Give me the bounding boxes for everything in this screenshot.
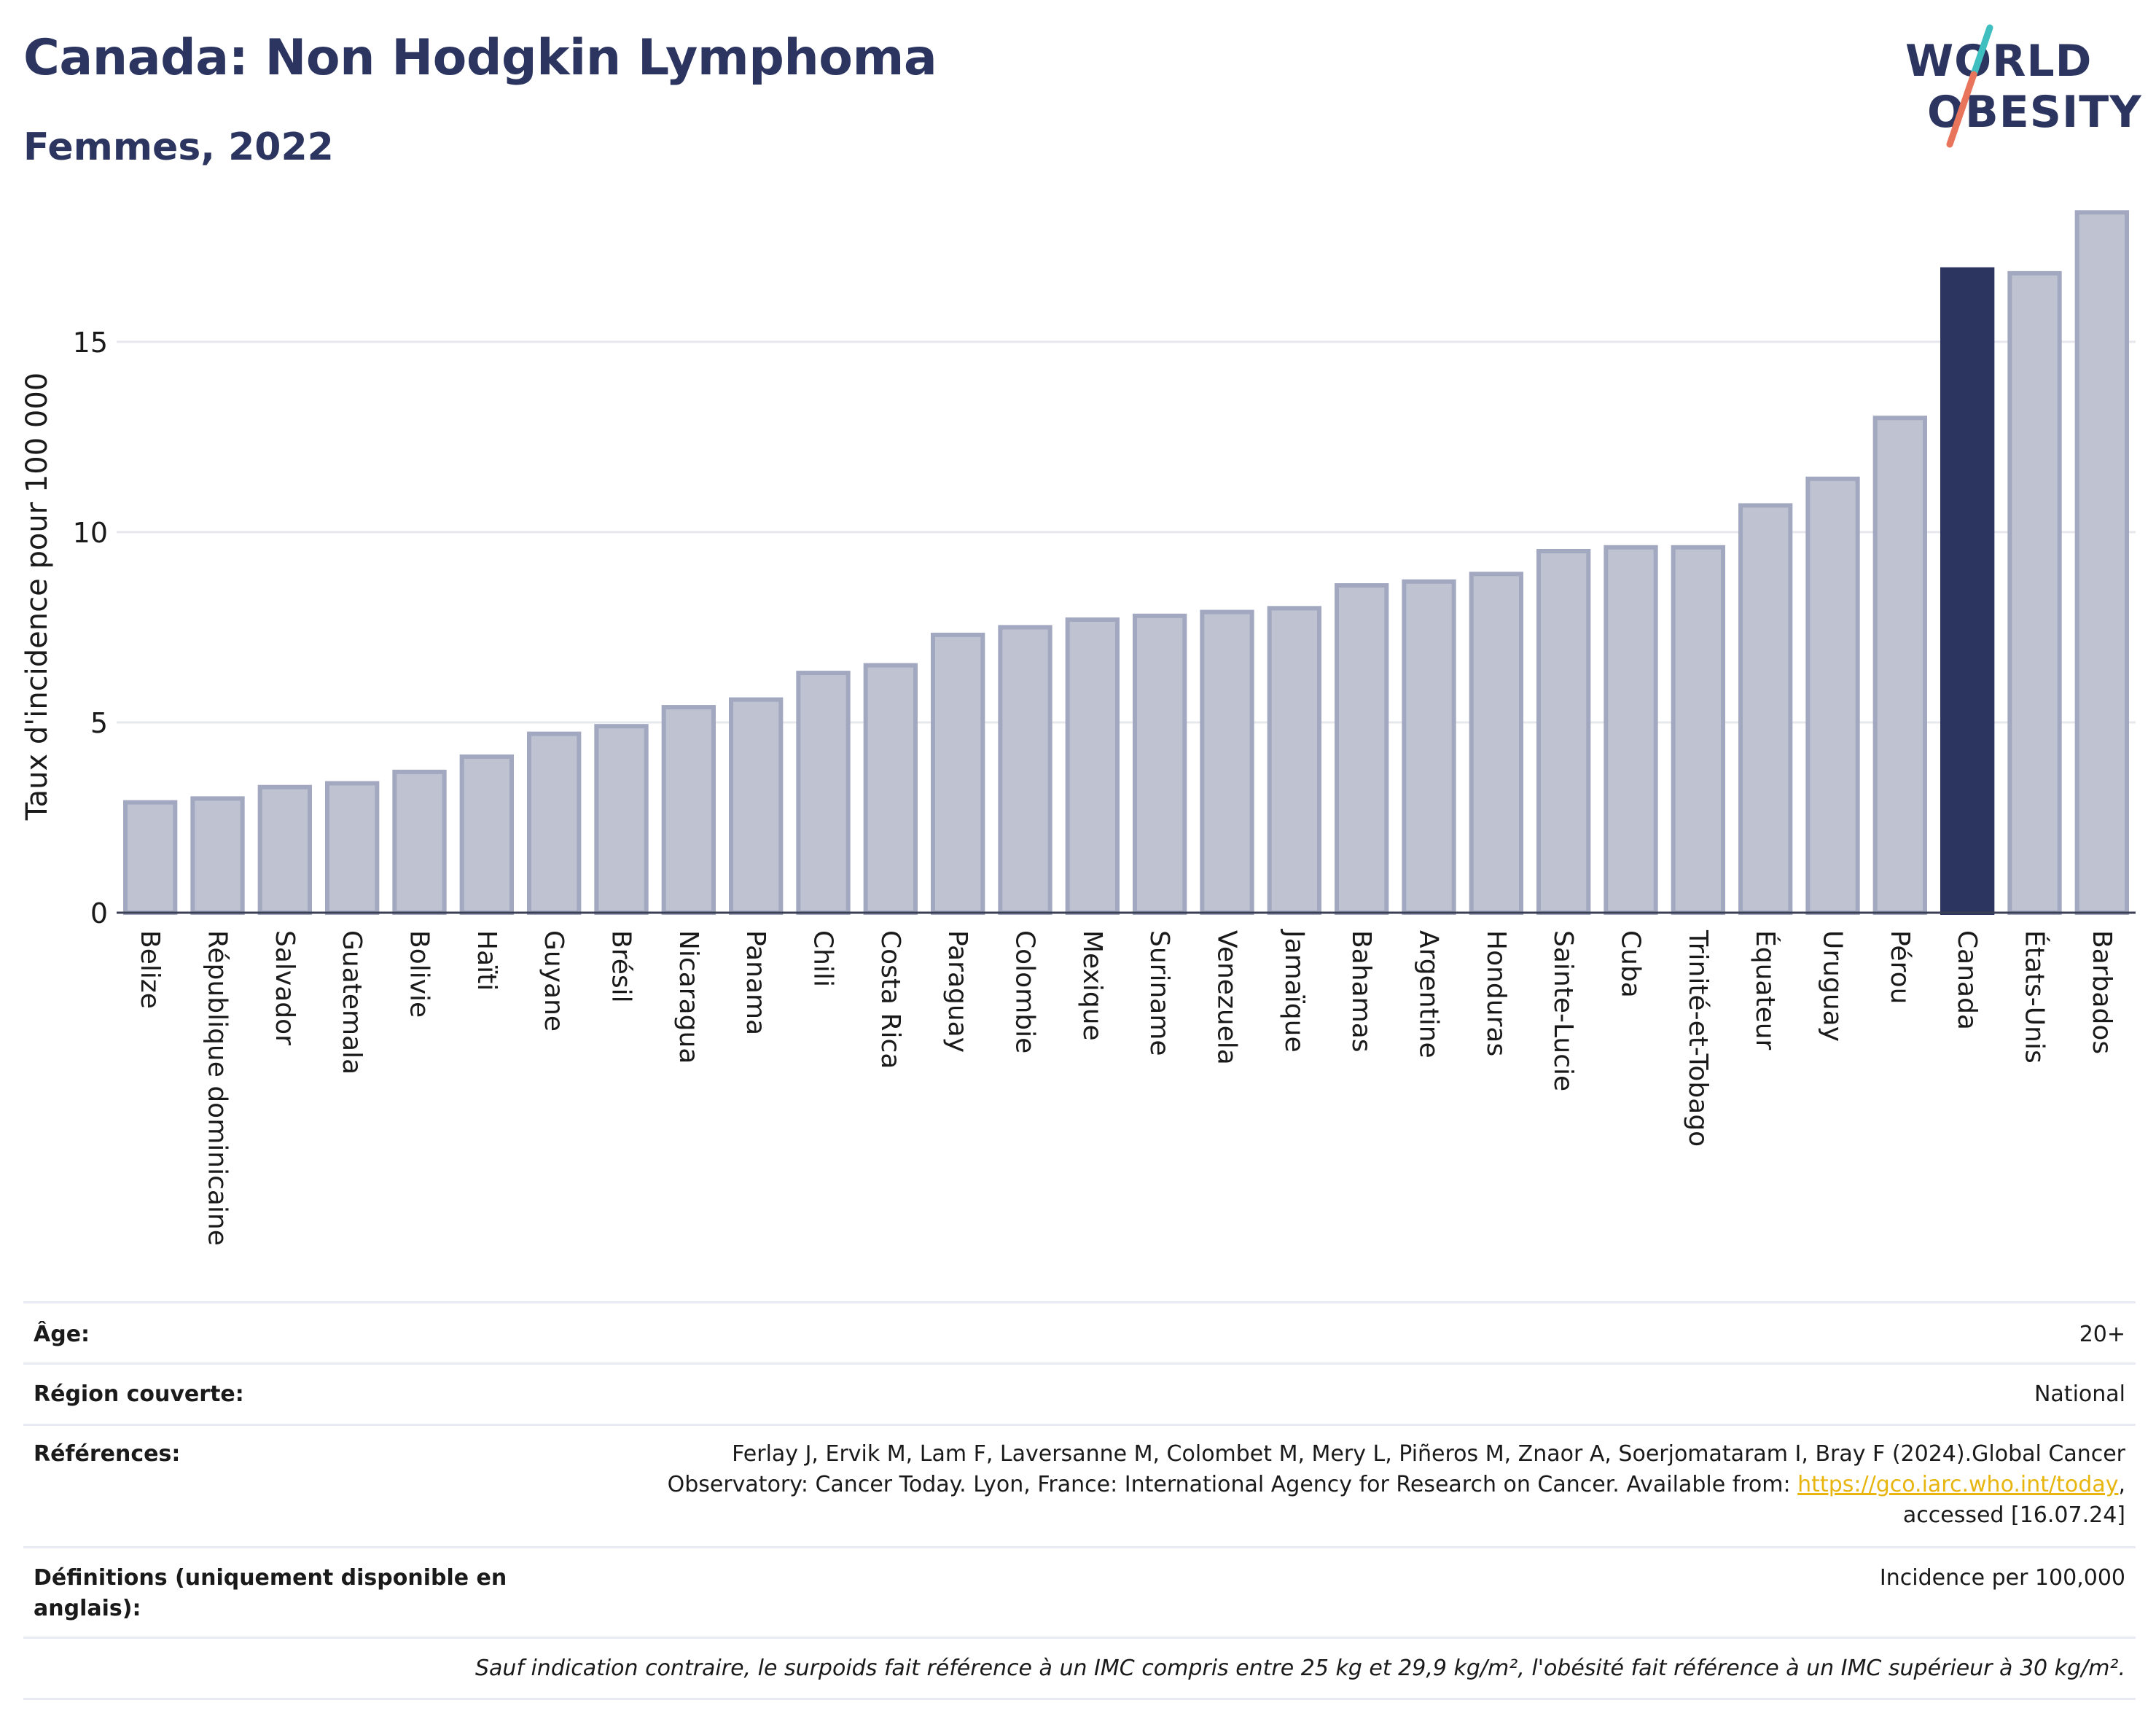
- logo-slash-icon: [1946, 24, 1993, 148]
- x-tick-label: Bahamas: [1346, 930, 1376, 1053]
- x-tick-label: Haïti: [472, 930, 501, 991]
- x-tick-label: Jamaïque: [1279, 929, 1309, 1053]
- info-row-footnote: Sauf indication contraire, le surpoids f…: [23, 1637, 2136, 1698]
- y-tick-label: 10: [73, 517, 108, 549]
- bar: [1335, 582, 1389, 916]
- bar-highlight: [1940, 267, 1995, 916]
- references-link[interactable]: https://gco.iarc.who.int/today: [1797, 1472, 2119, 1497]
- region-value: National: [2034, 1381, 2125, 1407]
- bar: [1133, 613, 1187, 915]
- bar: [1267, 606, 1321, 915]
- x-tick-label: Trinité-et-Tobago: [1683, 929, 1713, 1147]
- info-row-references: Références: Ferlay J, Ervik M, Lam F, La…: [23, 1424, 2136, 1546]
- x-tick-label: République dominicaine: [203, 930, 233, 1246]
- x-tick-label: Colombie: [1010, 930, 1040, 1053]
- references-text-2: , accessed [16.07.24]: [1902, 1472, 2125, 1528]
- bar: [392, 769, 447, 915]
- references-value: Ferlay J, Ervik M, Lam F, Laversanne M, …: [595, 1439, 2125, 1531]
- bar: [1536, 549, 1591, 915]
- x-tick-label: Honduras: [1481, 930, 1511, 1056]
- x-tick-label: Bolivie: [405, 930, 434, 1018]
- x-tick-label: Paraguay: [942, 930, 972, 1053]
- chart-subtitle: Femmes, 2022: [23, 125, 334, 169]
- bar: [729, 697, 784, 915]
- bar: [1402, 579, 1456, 915]
- bar-chart: 0 5 10 15 Belize République dominicaine Salva…: [20, 210, 2136, 1246]
- x-tick-label: Équateur: [1750, 930, 1781, 1050]
- x-tick-labels: Belize République dominicaine Salvador Guat…: [135, 929, 2117, 1246]
- bar: [1065, 617, 1120, 915]
- y-tick-label: 0: [90, 897, 108, 929]
- bar: [1805, 476, 1860, 915]
- definitions-label: Définitions (uniquement disponible en an…: [34, 1565, 507, 1621]
- footnote-text: Sauf indication contraire, le surpoids f…: [474, 1656, 2125, 1681]
- bar: [1738, 503, 1793, 915]
- bar: [1671, 545, 1725, 915]
- x-tick-label: Cuba: [1616, 930, 1646, 998]
- bar: [2007, 270, 2062, 915]
- x-tick-label: Salvador: [270, 930, 300, 1045]
- table-bottom-border: [23, 1698, 2136, 1700]
- info-row-age: Âge: 20+: [23, 1301, 2136, 1362]
- x-tick-label: Costa Rica: [875, 930, 905, 1069]
- bar: [1469, 572, 1523, 915]
- bar: [123, 800, 178, 915]
- bar: [661, 705, 716, 915]
- info-row-region: Région couverte: National: [23, 1362, 2136, 1424]
- bar: [863, 663, 918, 915]
- x-tick-label: Belize: [135, 930, 165, 1009]
- x-tick-label: Panama: [741, 930, 770, 1035]
- x-tick-label: Pérou: [1885, 930, 1915, 1004]
- bar: [190, 796, 245, 915]
- y-axis-label: Taux d'incidence pour 100 000: [20, 373, 54, 821]
- x-tick-label: Barbados: [2087, 930, 2117, 1054]
- x-tick-label: États-Unis: [2020, 930, 2050, 1064]
- bar: [527, 731, 582, 916]
- y-tick-labels: 0 5 10 15: [73, 327, 108, 929]
- x-tick-label: Guatemala: [337, 930, 367, 1075]
- x-tick-label: Brésil: [606, 930, 636, 1003]
- bar: [2074, 210, 2129, 916]
- bar: [1872, 416, 1927, 915]
- age-value: 20+: [2079, 1322, 2125, 1347]
- x-tick-label: Mexique: [1077, 930, 1107, 1041]
- y-tick-label: 15: [73, 327, 108, 359]
- x-tick-label: Nicaragua: [673, 930, 703, 1064]
- bar: [998, 625, 1052, 916]
- references-text-1: Ferlay J, Ervik M, Lam F, Laversanne M, …: [667, 1441, 2125, 1497]
- logo-line-1: WORLD: [1905, 36, 2093, 87]
- x-tick-label: Argentine: [1414, 930, 1444, 1058]
- x-tick-label: Uruguay: [1818, 930, 1848, 1042]
- bar: [459, 754, 514, 916]
- info-row-definitions: Définitions (uniquement disponible en an…: [23, 1546, 2136, 1637]
- x-tick-label: Suriname: [1144, 930, 1174, 1056]
- x-tick-label: Sainte-Lucie: [1548, 930, 1578, 1091]
- bar: [257, 784, 312, 916]
- grid-lines: [117, 340, 2136, 724]
- chart-title: Canada: Non Hodgkin Lymphoma: [23, 29, 937, 87]
- x-tick-label: Guyane: [539, 930, 569, 1032]
- bar: [931, 632, 985, 915]
- world-obesity-logo: WORLD OBESITY: [1895, 22, 2143, 153]
- y-tick-label: 5: [90, 707, 108, 739]
- x-tick-label: Chili: [808, 930, 838, 987]
- x-tick-label: Canada: [1952, 930, 1982, 1030]
- bars: [123, 210, 2129, 916]
- bar: [594, 724, 649, 915]
- bar: [1604, 545, 1658, 915]
- region-label: Région couverte:: [34, 1381, 244, 1407]
- bar: [1200, 609, 1254, 916]
- definitions-value: Incidence per 100,000: [1879, 1565, 2125, 1591]
- info-table: Âge: 20+ Région couverte: National Référ…: [23, 1301, 2136, 1700]
- bar: [325, 781, 380, 916]
- x-tick-label: Venezuela: [1212, 930, 1242, 1065]
- bar: [796, 671, 851, 915]
- age-label: Âge:: [34, 1322, 90, 1347]
- references-label: Références:: [34, 1441, 181, 1467]
